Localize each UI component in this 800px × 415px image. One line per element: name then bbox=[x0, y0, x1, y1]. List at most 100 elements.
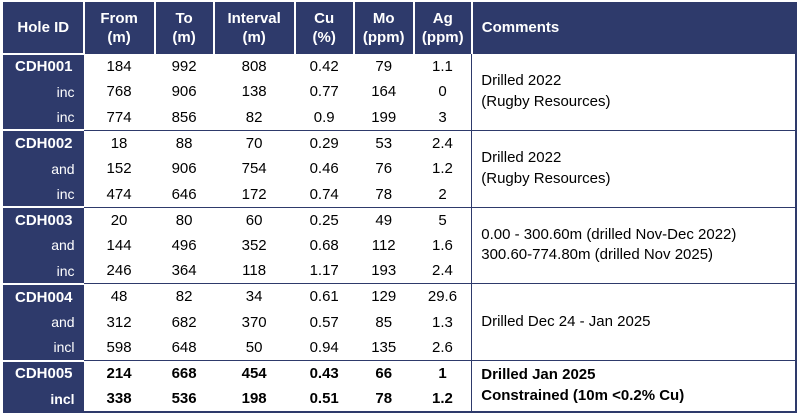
column-header-cu: Cu (%) bbox=[293, 2, 354, 54]
table-row: CDH004 48 82 34 0.61 129 29.6 Drilled Dec 24 - … bbox=[3, 282, 796, 361]
hole-id-cell: CDH004 bbox=[3, 282, 84, 310]
column-header-ag: Ag (ppm) bbox=[412, 2, 472, 54]
value-cell-to: 648 bbox=[171, 339, 197, 357]
value-cell-cu: 0.74 bbox=[309, 185, 339, 203]
comment-line: 300.60-774.80m (drilled Nov 2025) bbox=[481, 246, 714, 264]
table-row: CDH002 18 88 70 0.29 53 2.4 Drilled 2022 (Rugby … bbox=[3, 129, 796, 208]
value-cell-mo: 85 bbox=[375, 313, 393, 331]
value-cell-from: 774 bbox=[106, 108, 132, 126]
column-unit: (m) bbox=[242, 29, 266, 46]
value-cell-cu: 0.46 bbox=[309, 160, 339, 178]
column-title: Cu bbox=[314, 9, 335, 27]
hole-id-cell: CDH003 bbox=[3, 206, 84, 233]
value-cell-to: 906 bbox=[171, 160, 197, 178]
value-cell-interval: 808 bbox=[213, 53, 295, 80]
table-row: and 152 906 754 0.46 76 1.2 bbox=[3, 155, 797, 182]
value-cell-from: 312 bbox=[106, 313, 132, 331]
column-title: Ag bbox=[432, 9, 453, 27]
table-row: CDH001 184 992 808 0.42 79 1.1 Drilled 2022 (Rug… bbox=[3, 52, 796, 131]
table-row: CDH003 20 80 60 0.25 49 5 0.00 - 300.60m (drill… bbox=[3, 206, 796, 284]
value-cell-cu: 0.25 bbox=[294, 206, 354, 233]
value-cell-interval: 454 bbox=[213, 360, 295, 387]
sub-label-cell: inc bbox=[3, 258, 84, 284]
value-cell-mo: 79 bbox=[353, 53, 414, 80]
value-cell-ag: 2.6 bbox=[432, 339, 453, 357]
value-cell-to: 536 bbox=[171, 390, 197, 408]
column-unit: (ppm) bbox=[362, 29, 405, 46]
comment-line: Drilled Jan 2025 bbox=[481, 366, 596, 384]
value-cell-cu: 1.17 bbox=[309, 262, 339, 280]
table-row: CDH005 214 668 454 0.43 66 1 Drilled Jan 2025 Co… bbox=[3, 359, 796, 412]
comments-cell: 0.00 - 300.60m (drilled Nov-Dec 2022) 300… bbox=[471, 206, 796, 284]
value-cell-mo: 53 bbox=[353, 129, 414, 156]
value-cell-ag: 1.1 bbox=[413, 53, 472, 80]
value-cell-interval: 118 bbox=[242, 262, 267, 280]
column-header-from: From (m) bbox=[82, 2, 155, 54]
value-cell-ag: 1.3 bbox=[432, 313, 453, 331]
comments-cell: Drilled Jan 2025 Constrained (10m <0.2% C… bbox=[471, 360, 796, 412]
table-row: and 312 682 370 0.57 85 1.3 bbox=[3, 309, 797, 336]
value-cell-ag: 1.6 bbox=[432, 236, 453, 254]
value-cell-mo: 193 bbox=[371, 262, 397, 280]
comment-line: Drilled 2022 bbox=[481, 148, 562, 166]
value-cell-cu: 0.68 bbox=[309, 236, 339, 254]
table-row: inc 246 364 118 1.17 193 2.4 bbox=[3, 258, 797, 284]
value-cell-cu: 0.42 bbox=[294, 53, 354, 80]
drill-results-table: Hole ID From (m) To (m) Interval (m) Cu (%) Mo (pp… bbox=[3, 2, 797, 413]
value-cell-from: 338 bbox=[106, 390, 132, 408]
sub-label-cell: incl bbox=[3, 335, 84, 361]
sub-label-cell: and bbox=[3, 155, 84, 182]
value-cell-mo: 78 bbox=[375, 390, 393, 408]
comments-cell: Drilled 2022 (Rugby Resources) bbox=[471, 53, 796, 131]
value-cell-to: 364 bbox=[171, 262, 197, 280]
sub-label-cell: inc bbox=[3, 181, 84, 208]
value-cell-to: 646 bbox=[171, 185, 197, 203]
value-cell-to: 992 bbox=[154, 53, 214, 80]
column-unit: (ppm) bbox=[421, 29, 464, 46]
value-cell-mo: 76 bbox=[375, 160, 393, 178]
value-cell-from: 48 bbox=[83, 283, 155, 310]
value-cell-ag: 29.6 bbox=[413, 283, 472, 310]
column-title: From bbox=[100, 9, 138, 27]
value-cell-to: 906 bbox=[171, 83, 197, 101]
column-header-comments: Comments bbox=[470, 2, 796, 54]
comments-cell: Drilled 2022 (Rugby Resources) bbox=[471, 129, 796, 208]
value-cell-ag: 2.4 bbox=[413, 129, 472, 156]
value-cell-ag: 2.4 bbox=[432, 262, 453, 280]
value-cell-interval: 352 bbox=[241, 236, 267, 254]
value-cell-interval: 754 bbox=[241, 160, 267, 178]
value-cell-to: 856 bbox=[171, 108, 197, 126]
column-header-to: To (m) bbox=[153, 2, 214, 54]
value-cell-interval: 138 bbox=[241, 83, 267, 101]
value-cell-from: 20 bbox=[83, 206, 155, 233]
column-title: Interval bbox=[227, 9, 281, 27]
column-unit: (m) bbox=[107, 29, 131, 46]
value-cell-to: 80 bbox=[154, 206, 214, 233]
comment-line: (Rugby Resources) bbox=[481, 92, 611, 110]
value-cell-to: 82 bbox=[154, 283, 214, 310]
value-cell-to: 496 bbox=[171, 236, 197, 254]
sub-label-cell: incl bbox=[3, 386, 84, 412]
value-cell-cu: 0.61 bbox=[294, 283, 354, 310]
table-row: inc 774 856 82 0.9 199 3 bbox=[3, 104, 797, 131]
column-unit: (m) bbox=[172, 29, 196, 46]
value-cell-from: 474 bbox=[106, 185, 132, 203]
value-cell-mo: 78 bbox=[375, 185, 393, 203]
column-title: To bbox=[175, 9, 193, 27]
value-cell-ag: 3 bbox=[438, 108, 447, 126]
value-cell-from: 768 bbox=[106, 83, 132, 101]
value-cell-ag: 0 bbox=[438, 83, 447, 101]
value-cell-to: 88 bbox=[154, 129, 214, 156]
table-row: incl 338 536 198 0.51 78 1.2 bbox=[3, 386, 797, 412]
value-cell-mo: 199 bbox=[371, 108, 397, 126]
table-row: inc 768 906 138 0.77 164 0 bbox=[3, 79, 797, 105]
value-cell-mo: 164 bbox=[371, 83, 397, 101]
value-cell-cu: 0.51 bbox=[309, 390, 339, 408]
value-cell-interval: 198 bbox=[241, 390, 267, 408]
value-cell-ag: 5 bbox=[413, 206, 472, 233]
value-cell-mo: 66 bbox=[353, 360, 414, 387]
value-cell-interval: 172 bbox=[241, 185, 267, 203]
value-cell-mo: 135 bbox=[371, 339, 397, 357]
sub-label-cell: inc bbox=[3, 79, 84, 105]
value-cell-from: 18 bbox=[83, 129, 155, 156]
